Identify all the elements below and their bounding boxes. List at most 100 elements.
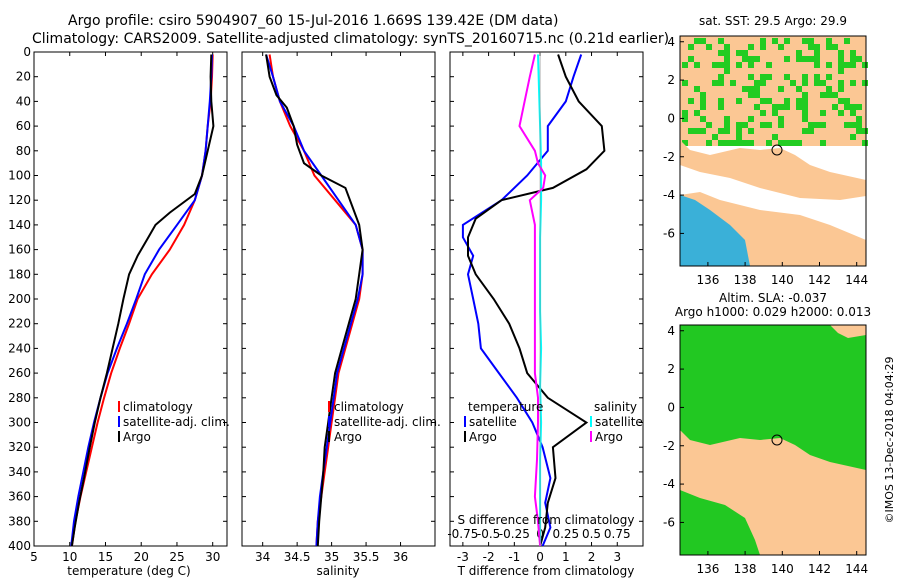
plot-frame: [449, 51, 644, 547]
y-tick-label: 180: [8, 267, 31, 281]
sst-pixel: [826, 38, 832, 44]
map-y-tick-label: 2: [667, 73, 675, 87]
y-tick-label: 340: [8, 465, 31, 479]
sst-pixel: [760, 110, 766, 116]
sst-pixel: [850, 80, 856, 86]
sst-pixel: [766, 98, 772, 104]
sst-pixel: [808, 56, 814, 62]
sst-pixel: [790, 80, 796, 86]
temperature-xlabel: temperature (deg C): [67, 564, 190, 578]
sst-pixel: [778, 116, 784, 122]
sst-pixel: [688, 56, 694, 62]
map-x-tick-label: 138: [734, 562, 757, 576]
sst-pixel: [802, 74, 808, 80]
sst-pixel: [784, 98, 790, 104]
sst-pixel: [694, 110, 700, 116]
sst-pixel: [700, 98, 706, 104]
sst-pixel: [700, 116, 706, 122]
sst-pixel: [796, 56, 802, 62]
sst-pixel: [724, 128, 730, 134]
map-y-tick-label: -2: [663, 439, 675, 453]
series-s-argo: [518, 54, 547, 547]
x-tick-label: 3: [613, 550, 621, 564]
y-tick-label: 160: [8, 243, 31, 257]
map-y-tick-label: 2: [667, 362, 675, 376]
sst-pixel: [844, 38, 850, 44]
sst-pixel: [694, 62, 700, 68]
map-y-tick-label: -4: [663, 188, 675, 202]
sst-pixel: [760, 74, 766, 80]
sst-pixel: [706, 44, 712, 50]
map-x-tick-label: 144: [845, 273, 868, 287]
sst-pixel: [784, 38, 790, 44]
sst-pixel: [826, 74, 832, 80]
sst-pixel: [724, 50, 730, 56]
sst-pixel: [724, 56, 730, 62]
sst-pixel: [742, 122, 748, 128]
sst-pixel: [712, 80, 718, 86]
sst-pixel: [826, 44, 832, 50]
map-y-tick-label: 0: [667, 111, 675, 125]
y-tick-label: 200: [8, 292, 31, 306]
series-climatology: [70, 54, 214, 547]
temperature-panel: 0 20 40 60 80 100 120 140 160 180 200 220 240 260 280 3…: [8, 45, 228, 564]
difference-panel: -3 -2 -1 0 1 2 3-0.75-0.5-0.25 0 0.25 0.5 0.75: [447, 51, 644, 564]
x-tick-label: 34: [255, 550, 270, 564]
sst-pixel: [784, 56, 790, 62]
y-tick-label: 140: [8, 218, 31, 232]
sst-pixel: [796, 86, 802, 92]
sst-pixel: [820, 140, 826, 146]
s-tick-label: 0.25: [552, 527, 579, 541]
sst-pixel: [814, 122, 820, 128]
x-tick-label: 35.5: [353, 550, 380, 564]
sst-pixel: [736, 134, 742, 140]
x-tick-label: -3: [457, 550, 469, 564]
sst-pixel: [802, 38, 808, 44]
t-difference-xlabel: T difference from climatology: [457, 564, 635, 578]
sst-pixel: [850, 62, 856, 68]
sst-pixel: [802, 80, 808, 86]
sla-map-argo-marker: [771, 434, 783, 446]
sst-pixel: [838, 50, 844, 56]
sst-pixel: [742, 50, 748, 56]
y-tick-label: 120: [8, 193, 31, 207]
sst-pixel: [844, 104, 850, 110]
sst-pixel: [742, 56, 748, 62]
difference-legend: temperature satellite Argo salinity sate…: [464, 400, 643, 444]
sst-pixel: [694, 86, 700, 92]
sst-pixel: [766, 140, 772, 146]
sst-pixel: [682, 116, 688, 122]
y-tick-label: 300: [8, 416, 31, 430]
y-tick-label: 0: [23, 45, 31, 59]
sst-pixel: [826, 62, 832, 68]
sst-pixel: [754, 86, 760, 92]
map-y-tick-label: 4: [667, 35, 675, 49]
sst-pixel: [850, 134, 856, 140]
sst-pixel: [754, 92, 760, 98]
sst-pixel: [748, 128, 754, 134]
sst-pixel: [760, 98, 766, 104]
sst-pixel: [820, 80, 826, 86]
legend-label-climatology: climatology: [123, 400, 193, 414]
sst-pixel: [844, 122, 850, 128]
x-tick-label: 2: [588, 550, 596, 564]
sst-pixel: [706, 122, 712, 128]
legend-label-argo: Argo: [334, 430, 362, 444]
y-tick-label: 400: [8, 539, 31, 553]
sst-pixel: [838, 62, 844, 68]
sst-pixel: [760, 122, 766, 128]
sst-pixel: [862, 62, 868, 68]
sst-pixel: [808, 128, 814, 134]
sla-map-frame: [679, 324, 867, 556]
x-tick-label: 10: [62, 550, 77, 564]
sst-pixel: [808, 44, 814, 50]
sst-pixel: [796, 50, 802, 56]
sst-pixel: [694, 38, 700, 44]
x-tick-label: 30: [205, 550, 220, 564]
sst-pixel: [736, 98, 742, 104]
sst-pixel: [748, 116, 754, 122]
sst-pixel: [862, 80, 868, 86]
sst-pixel: [742, 140, 748, 146]
sst-pixel: [724, 68, 730, 74]
sst-pixel: [742, 86, 748, 92]
